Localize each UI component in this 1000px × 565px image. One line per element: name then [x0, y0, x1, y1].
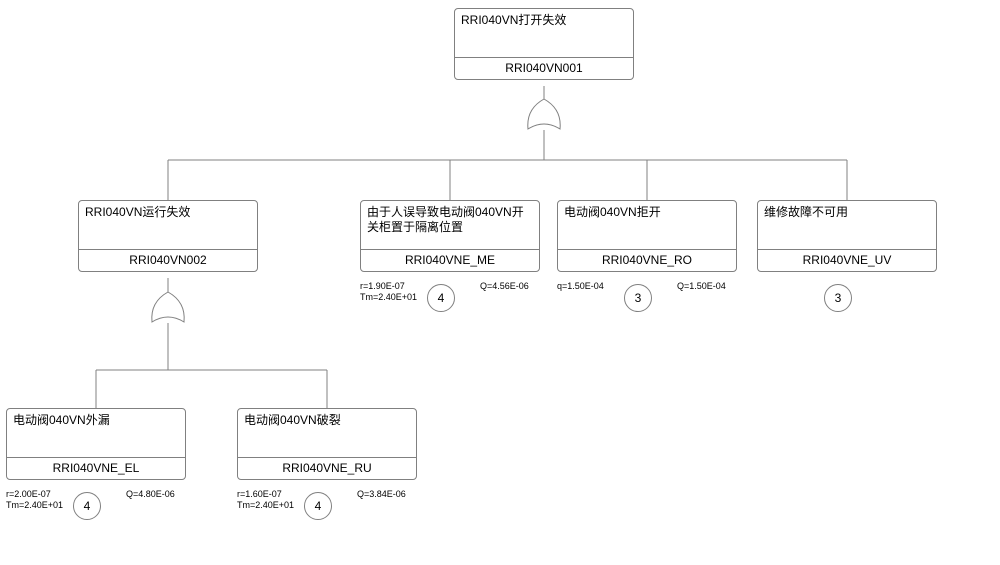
node-code: RRI040VNE_EL [7, 457, 185, 479]
node-stats-q: Q=3.84E-06 [357, 489, 406, 499]
node-stats-q: Q=4.56E-06 [480, 281, 529, 291]
node-code: RRI040VNE_ME [361, 249, 539, 271]
node-code: RRI040VNE_RO [558, 249, 736, 271]
node-description: 由于人误导致电动阀040VN开关柜置于隔离位置 [361, 201, 539, 249]
transfer-bubble: 4 [73, 492, 101, 520]
node-description: 电动阀040VN外漏 [7, 409, 185, 457]
node-code: RRI040VNE_RU [238, 457, 416, 479]
node-description: 电动阀040VN拒开 [558, 201, 736, 249]
node-code: RRI040VN001 [455, 57, 633, 79]
node-description: 维修故障不可用 [758, 201, 936, 249]
fault-tree-node-n2: 由于人误导致电动阀040VN开关柜置于隔离位置RRI040VNE_ME [360, 200, 540, 272]
fault-tree-node-n3: 电动阀040VN拒开RRI040VNE_RO [557, 200, 737, 272]
transfer-bubble: 3 [824, 284, 852, 312]
node-stats-q: Q=1.50E-04 [677, 281, 726, 291]
node-description: RRI040VN运行失效 [79, 201, 257, 249]
fault-tree-node-n4: 维修故障不可用RRI040VNE_UV [757, 200, 937, 272]
transfer-bubble: 4 [427, 284, 455, 312]
fault-tree-node-root: RRI040VN打开失效RRI040VN001 [454, 8, 634, 80]
node-stats-q: Q=4.80E-06 [126, 489, 175, 499]
node-code: RRI040VN002 [79, 249, 257, 271]
node-stats-left: r=2.00E-07Tm=2.40E+01 [6, 489, 63, 511]
node-stats-left: q=1.50E-04 [557, 281, 604, 292]
node-description: RRI040VN打开失效 [455, 9, 633, 57]
fault-tree-node-n5: 电动阀040VN外漏RRI040VNE_EL [6, 408, 186, 480]
node-code: RRI040VNE_UV [758, 249, 936, 271]
node-stats-left: r=1.90E-07Tm=2.40E+01 [360, 281, 417, 303]
transfer-bubble: 4 [304, 492, 332, 520]
fault-tree-node-n1: RRI040VN运行失效RRI040VN002 [78, 200, 258, 272]
node-description: 电动阀040VN破裂 [238, 409, 416, 457]
fault-tree-node-n6: 电动阀040VN破裂RRI040VNE_RU [237, 408, 417, 480]
transfer-bubble: 3 [624, 284, 652, 312]
node-stats-left: r=1.60E-07Tm=2.40E+01 [237, 489, 294, 511]
